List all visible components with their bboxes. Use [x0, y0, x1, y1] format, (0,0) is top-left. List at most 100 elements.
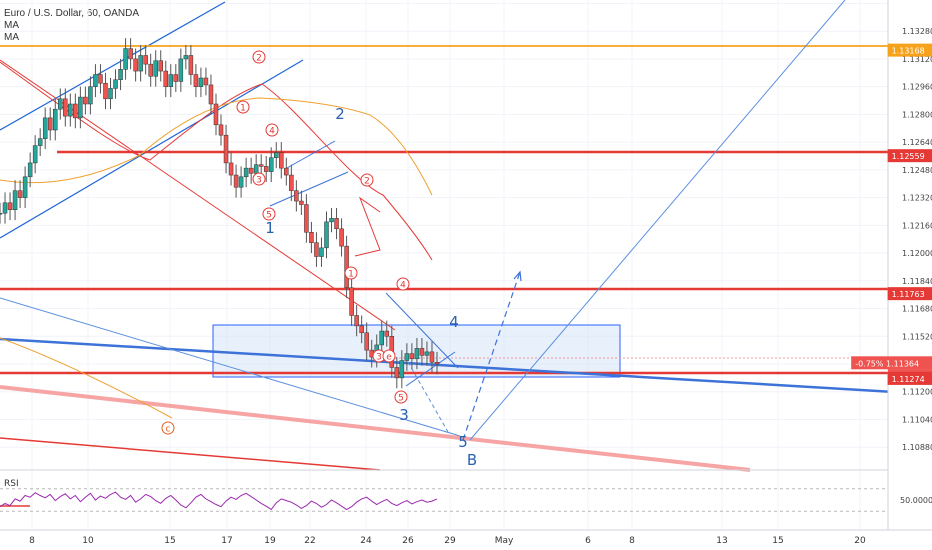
- candlestick-series: [0, 38, 440, 389]
- candle-body: [379, 330, 384, 346]
- wave-label-circle: [252, 172, 266, 186]
- wave-label-e: e: [386, 353, 392, 363]
- wave-label-circle: [252, 50, 266, 64]
- candle-body: [354, 315, 359, 327]
- wave-label-circle: [360, 173, 374, 187]
- candle-body: [268, 157, 274, 172]
- candle-body: [108, 88, 113, 100]
- rsi-line: [0, 491, 438, 511]
- candle-body: [7, 202, 13, 210]
- descending-trendline-thin: [0, 297, 461, 437]
- wave-zigzag-line: [354, 196, 381, 257]
- time-tick-label: 15: [164, 536, 175, 546]
- candle-body: [88, 86, 93, 105]
- projection-arrow-head: [513, 270, 522, 282]
- candle-body: [2, 202, 8, 214]
- wave-label-circle: [396, 277, 410, 291]
- candle-body: [37, 138, 43, 146]
- candle-body: [148, 63, 153, 77]
- channel-upper-line: [0, 1, 226, 131]
- time-tick-label: 26: [402, 536, 414, 546]
- price-label-tag: [887, 371, 932, 385]
- candle-body: [12, 190, 18, 210]
- price-axis-bg: [888, 0, 932, 530]
- long-projection-line: [469, 0, 846, 441]
- price-tick-label: 1.12000: [902, 249, 932, 258]
- grid-lines: [0, 0, 888, 530]
- price-label-text: 1.12559: [892, 152, 925, 161]
- candle-body: [158, 60, 163, 72]
- candle-body: [339, 228, 344, 247]
- price-tick-label: 1.11680: [902, 305, 932, 314]
- flag-lower-line: [269, 171, 349, 207]
- candle-body: [289, 174, 294, 191]
- wave-label-circle: [161, 421, 175, 435]
- candle-body: [58, 98, 63, 110]
- candle-body: [123, 48, 128, 70]
- candle-body: [183, 55, 189, 60]
- candle-body: [163, 70, 169, 87]
- candle-body: [263, 166, 269, 172]
- candle-body: [22, 176, 28, 198]
- candle-body: [364, 332, 369, 351]
- time-tick-label: 15: [772, 536, 783, 546]
- time-axis[interactable]: 8 10 15 17 19 22 24 26 29 May 6 8 13 15 20: [0, 529, 932, 546]
- rsi-label: RSI: [4, 479, 19, 489]
- candle-body: [299, 200, 304, 205]
- candle-body: [178, 58, 184, 82]
- candle-body: [314, 242, 319, 257]
- time-tick-label: 20: [854, 536, 866, 546]
- time-tick-label: 29: [444, 536, 456, 546]
- wave-label-1: 1: [240, 104, 246, 114]
- candle-body: [284, 167, 289, 176]
- candle-body: [83, 96, 88, 105]
- candle-body: [73, 103, 78, 119]
- ma-indicator-label-2[interactable]: MA: [4, 32, 19, 43]
- time-tick-label: 8: [629, 536, 635, 546]
- wave-label-3: 3: [256, 176, 262, 186]
- candle-body: [394, 367, 400, 379]
- candle-body: [329, 218, 334, 223]
- candle-body: [208, 84, 214, 105]
- wave-label-circle: [382, 349, 396, 363]
- candle-body: [349, 287, 354, 316]
- candle-body: [414, 348, 420, 360]
- candle-body: [419, 348, 425, 356]
- candle-body: [344, 245, 349, 288]
- wave-label-4: 4: [400, 281, 406, 291]
- time-tick-label: 10: [82, 536, 94, 546]
- candle-body: [68, 103, 73, 117]
- candle-body: [223, 134, 229, 164]
- time-tick-label: 13: [716, 536, 727, 546]
- candle-body: [279, 152, 284, 169]
- wave-label-circle: [344, 266, 358, 280]
- time-tick-label: 17: [221, 536, 232, 546]
- candle-body: [258, 164, 264, 167]
- candle-body: [78, 96, 83, 119]
- price-tick-label: 1.12640: [902, 138, 932, 147]
- price-tick-label: 1.13280: [902, 27, 932, 36]
- wave-label-1: 1: [348, 270, 354, 280]
- pink-support-line: [0, 385, 751, 472]
- price-tick-label: 1.12320: [902, 194, 932, 203]
- ma-indicator-label-1[interactable]: MA: [4, 20, 19, 31]
- wave-label-B: B: [467, 451, 477, 469]
- wedge-lower-line: [405, 351, 456, 387]
- candle-body: [118, 69, 123, 80]
- price-axis[interactable]: 1.108801.110401.112001.113601.115201.116…: [851, 0, 932, 530]
- rsi-panel: RSI: [0, 469, 932, 512]
- candle-body: [429, 351, 435, 363]
- rsi-tick-label: 50.0000: [900, 496, 932, 505]
- candle-body: [213, 103, 219, 126]
- candle-body: [153, 60, 158, 77]
- candle-body: [53, 108, 58, 131]
- price-tick-label: 1.12480: [902, 166, 932, 175]
- wave-label-5: 5: [398, 394, 404, 404]
- candle-body: [173, 74, 179, 82]
- wave-label-c: c: [166, 425, 171, 435]
- candle-body: [193, 74, 199, 87]
- time-tick-label: May: [495, 536, 514, 546]
- wave-label-4: 4: [269, 127, 275, 137]
